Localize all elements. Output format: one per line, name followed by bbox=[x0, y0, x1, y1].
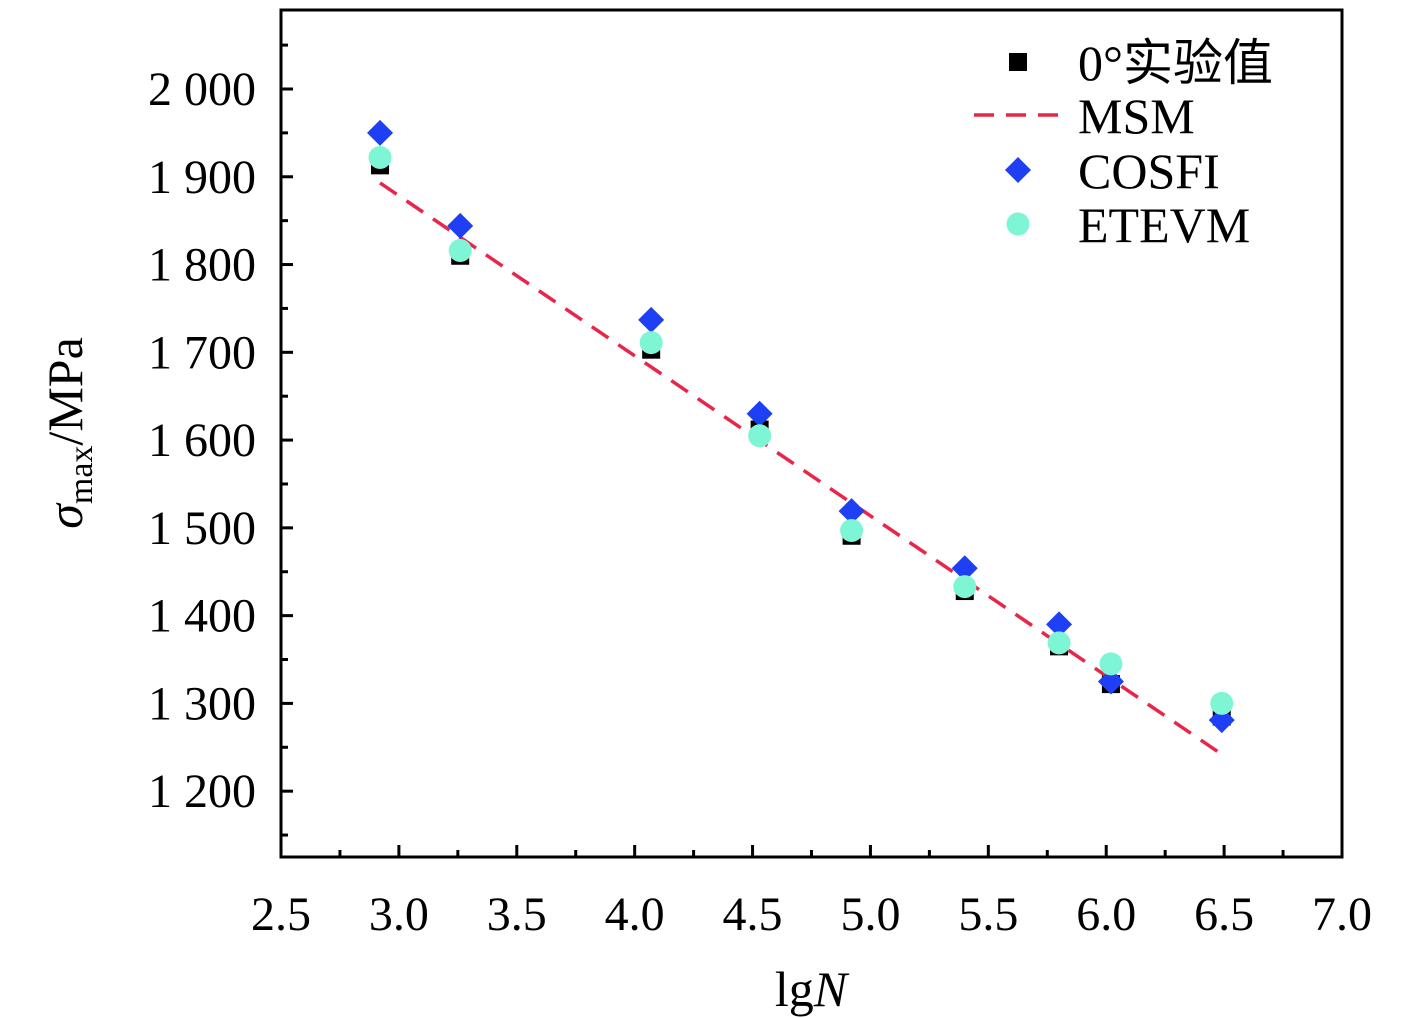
legend-swatch-etevm bbox=[1006, 212, 1030, 236]
etevm-point bbox=[840, 518, 864, 542]
y-tick-label: 1 200 bbox=[148, 765, 256, 818]
etevm-point bbox=[1099, 652, 1123, 676]
legend-swatch-cosfi bbox=[1005, 157, 1031, 183]
x-tick-label: 3.5 bbox=[487, 888, 547, 941]
x-tick-label: 4.0 bbox=[605, 888, 665, 941]
etevm-point bbox=[448, 238, 472, 262]
x-tick-label: 7.0 bbox=[1312, 888, 1372, 941]
legend-label: MSM bbox=[1078, 88, 1195, 144]
etevm-point bbox=[1047, 631, 1071, 655]
y-tick-label: 1 600 bbox=[148, 414, 256, 467]
axis-ticks bbox=[279, 43, 1344, 857]
cosfi-point bbox=[367, 119, 394, 146]
etevm-point bbox=[1210, 691, 1234, 715]
legend-swatch-experiment bbox=[1009, 53, 1027, 71]
cosfi-point bbox=[638, 306, 665, 333]
etevm-point bbox=[368, 145, 392, 169]
y-tick-label: 1 700 bbox=[148, 326, 256, 379]
y-tick-label: 1 300 bbox=[148, 677, 256, 730]
x-axis-title: lgN bbox=[775, 961, 850, 1017]
legend-label: ETEVM bbox=[1078, 197, 1250, 253]
cosfi-point bbox=[1097, 668, 1124, 695]
etevm-point bbox=[953, 575, 977, 599]
cosfi-point bbox=[838, 498, 865, 525]
legend-label: COSFI bbox=[1078, 143, 1220, 199]
cosfi-point bbox=[1046, 611, 1073, 638]
cosfi-point bbox=[1208, 707, 1235, 734]
msm-fit-line bbox=[379, 181, 1223, 756]
x-tick-label: 3.0 bbox=[369, 888, 429, 941]
etevm-point bbox=[639, 331, 663, 355]
cosfi-point bbox=[951, 555, 978, 582]
y-axis-title: σmax/MPa bbox=[37, 337, 100, 529]
y-tick-label: 1 500 bbox=[148, 502, 256, 555]
x-tick-label: 6.0 bbox=[1076, 888, 1136, 941]
x-tick-label: 4.5 bbox=[723, 888, 783, 941]
cosfi-point bbox=[746, 400, 773, 427]
y-tick-label: 1 400 bbox=[148, 590, 256, 643]
cosfi-point bbox=[447, 212, 474, 239]
axis-tick-labels: 2.5 3.0 3.5 4.0 4.5 5.0 5.5 6.0 6.5 7.0 1 200 1 300… bbox=[148, 63, 1372, 941]
etevm-point bbox=[748, 424, 772, 448]
y-tick-label: 1 900 bbox=[148, 151, 256, 204]
x-tick-label: 5.5 bbox=[958, 888, 1018, 941]
y-tick-label: 1 800 bbox=[148, 239, 256, 292]
data-series bbox=[367, 119, 1235, 756]
legend-label: 0°实验值 bbox=[1078, 35, 1273, 91]
x-tick-label: 5.0 bbox=[840, 888, 900, 941]
x-tick-label: 6.5 bbox=[1194, 888, 1254, 941]
x-tick-label: 2.5 bbox=[251, 888, 311, 941]
y-tick-label: 2 000 bbox=[148, 63, 256, 116]
